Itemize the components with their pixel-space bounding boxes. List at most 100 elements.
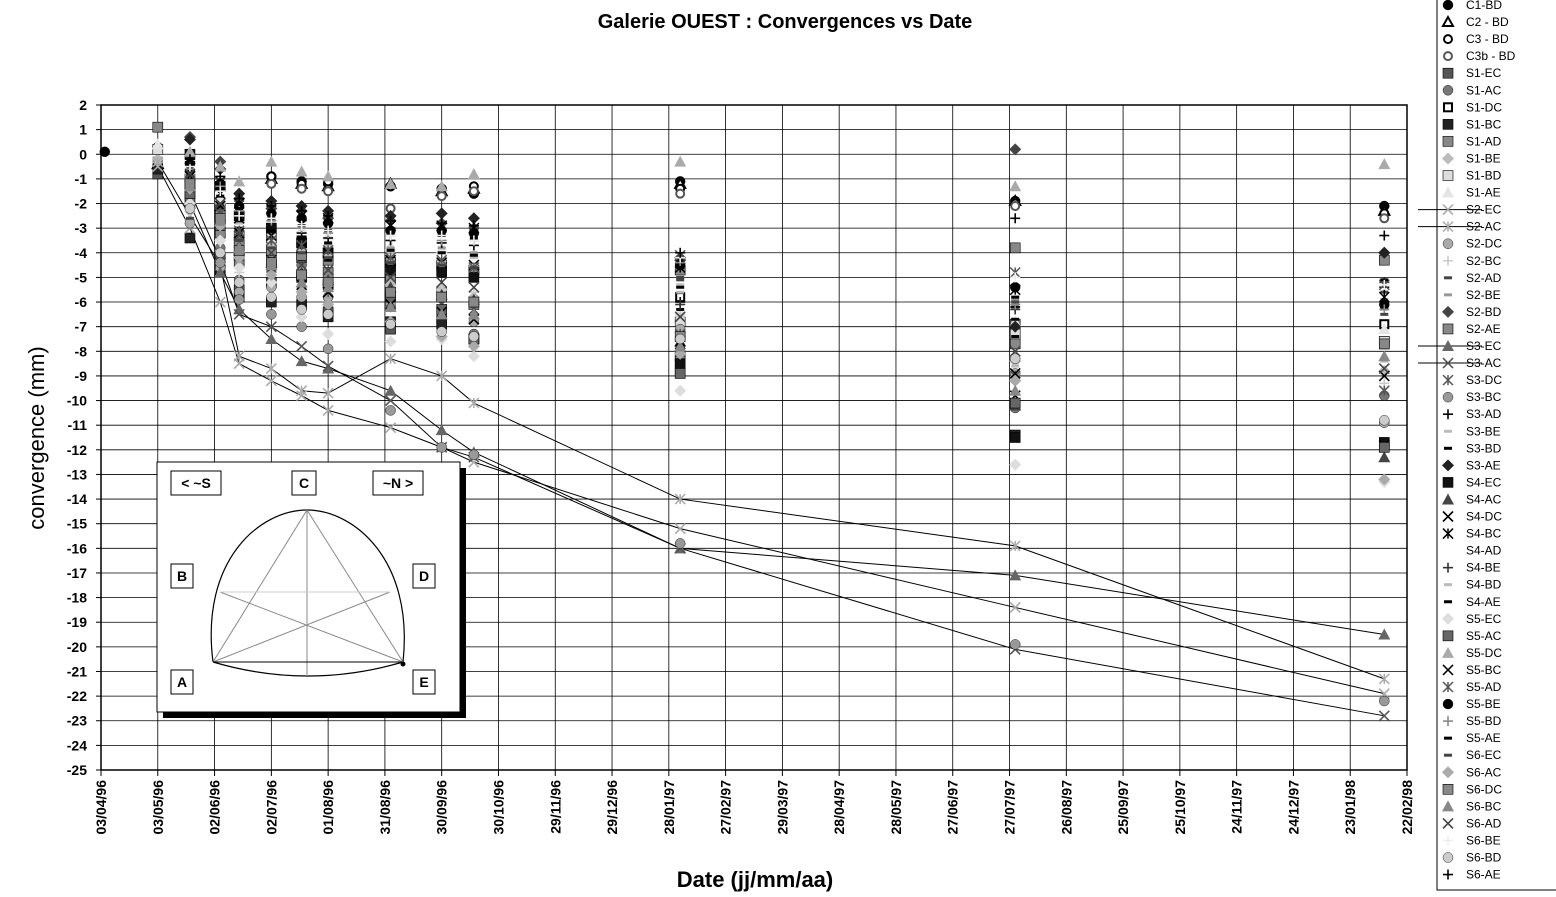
x-tick-label: 25/09/97 xyxy=(1115,780,1131,835)
marker-part xyxy=(1009,345,1021,357)
marker xyxy=(266,291,277,303)
marker xyxy=(384,335,397,348)
x-tick-label: 28/04/97 xyxy=(831,780,847,835)
marker xyxy=(184,168,196,180)
legend-label: S2-AD xyxy=(1466,271,1502,285)
marker-part xyxy=(1379,415,1390,426)
marker xyxy=(674,523,686,535)
marker-part xyxy=(1442,459,1454,472)
marker-part xyxy=(1009,320,1022,333)
marker-part xyxy=(436,291,447,303)
legend-label: S2-BC xyxy=(1466,254,1502,268)
marker xyxy=(674,340,687,352)
marker-part xyxy=(1442,510,1454,523)
marker xyxy=(233,294,245,305)
marker xyxy=(468,281,480,293)
x-tick-label: 30/09/96 xyxy=(434,780,450,835)
marker xyxy=(468,456,480,468)
legend-label: S2-BD xyxy=(1466,305,1502,319)
marker xyxy=(1378,628,1391,640)
marker xyxy=(265,276,278,289)
marker xyxy=(1442,204,1454,216)
marker-part xyxy=(436,267,447,278)
marker xyxy=(1378,473,1391,486)
marker-part xyxy=(183,145,196,157)
legend-label: S5-AD xyxy=(1466,680,1502,694)
marker xyxy=(296,183,307,194)
marker-part xyxy=(1009,143,1022,156)
legend-label: S5-AE xyxy=(1466,731,1501,745)
y-tick-label: -22 xyxy=(67,688,87,704)
y-tick-label: -1 xyxy=(75,171,88,187)
marker-part xyxy=(1378,442,1390,453)
x-tick-label: 03/05/96 xyxy=(150,780,166,835)
marker-part xyxy=(384,300,397,312)
marker-part xyxy=(215,257,226,268)
marker xyxy=(265,234,277,246)
legend-label: S6-BD xyxy=(1466,851,1502,865)
marker-part xyxy=(1443,34,1453,45)
legend-label: S5-EC xyxy=(1466,612,1502,626)
legend-label: S4-DC xyxy=(1466,510,1502,524)
legend-label: S5-BD xyxy=(1466,714,1502,728)
marker-part xyxy=(1442,391,1454,403)
marker xyxy=(436,254,448,266)
marker xyxy=(674,358,686,369)
marker xyxy=(436,218,447,229)
legend-label: S1-DC xyxy=(1466,100,1502,114)
marker-part xyxy=(467,308,480,320)
marker xyxy=(296,205,307,216)
label-box xyxy=(412,563,436,589)
marker xyxy=(322,244,334,256)
marker-part xyxy=(436,191,447,202)
chart-title: Galerie OUEST : Convergences vs Date xyxy=(598,11,973,33)
marker xyxy=(1379,304,1390,315)
marker xyxy=(152,156,164,168)
marker xyxy=(1009,458,1022,471)
y-tick-label: -24 xyxy=(67,737,87,753)
legend-label: S3-EC xyxy=(1466,339,1502,353)
marker xyxy=(1442,681,1454,693)
x-tick-label: 22/02/98 xyxy=(1399,780,1415,835)
marker-part xyxy=(214,234,227,247)
y-tick-label: -9 xyxy=(75,368,88,384)
inset-label: ~N > xyxy=(383,475,413,491)
marker xyxy=(1378,451,1391,463)
marker-part xyxy=(467,212,480,225)
marker xyxy=(1009,180,1022,192)
marker xyxy=(1010,272,1021,283)
marker xyxy=(1443,562,1453,573)
marker xyxy=(435,308,448,320)
marker-part xyxy=(1378,338,1390,350)
inset-label: C xyxy=(299,475,309,491)
marker xyxy=(385,264,396,276)
legend-label: S6-BC xyxy=(1466,799,1502,813)
marker xyxy=(468,331,480,342)
marker-part xyxy=(1442,852,1454,863)
legend-label: S3-BE xyxy=(1466,424,1501,438)
marker xyxy=(436,230,447,241)
marker-part xyxy=(467,340,480,353)
marker xyxy=(184,232,196,244)
x-tick-label: 28/05/97 xyxy=(888,780,904,835)
marker-part xyxy=(674,155,687,167)
marker-part xyxy=(1442,766,1454,779)
marker xyxy=(265,321,277,333)
marker-part xyxy=(322,343,334,355)
marker xyxy=(322,387,334,399)
marker-part xyxy=(468,449,480,460)
marker-part xyxy=(1378,628,1391,640)
marker-part xyxy=(468,331,480,342)
marker xyxy=(1378,710,1390,722)
y-tick-label: -11 xyxy=(68,417,88,433)
y-tick-label: -10 xyxy=(67,393,87,409)
label-box xyxy=(170,470,222,496)
marker xyxy=(674,368,686,379)
marker xyxy=(1009,397,1021,409)
label-box xyxy=(412,669,436,695)
y-tick-label: -4 xyxy=(75,245,88,261)
marker-part xyxy=(295,276,308,288)
marker xyxy=(1442,221,1454,233)
y-tick-label: -25 xyxy=(67,762,87,778)
marker xyxy=(674,538,686,549)
